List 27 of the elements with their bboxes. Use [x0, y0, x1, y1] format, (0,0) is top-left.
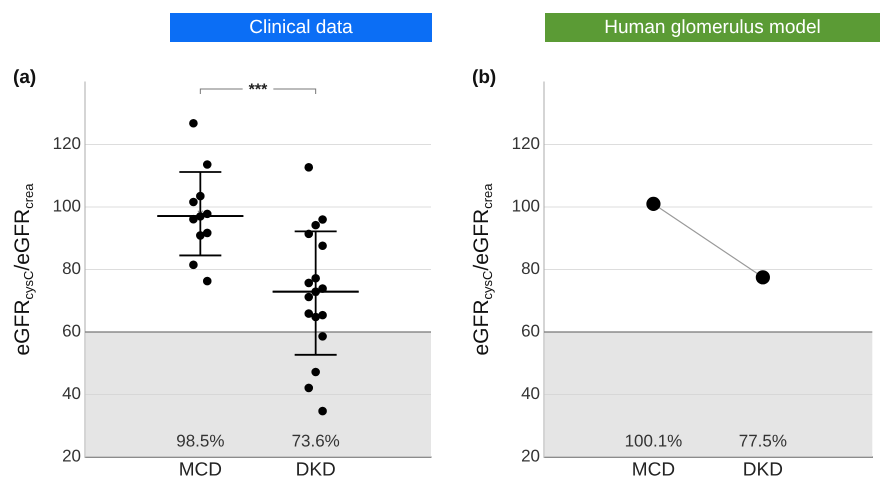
y-tick-label: 20 [62, 446, 81, 466]
y-tick-label: 80 [521, 259, 540, 278]
y-tick-label: 80 [62, 259, 81, 278]
annotation: *** [248, 81, 268, 98]
chart-title: Clinical data [170, 13, 432, 42]
y-tick-label: 120 [52, 134, 81, 154]
y-tick-label: 60 [62, 322, 81, 341]
x-tick-label: DKD [296, 460, 336, 481]
annotation: 73.6% [292, 432, 340, 451]
y-tick-label: 60 [521, 322, 540, 341]
y-tick-label: 120 [512, 134, 540, 154]
y-tick-label: 40 [521, 384, 540, 404]
y-tick-label: 40 [62, 384, 81, 404]
text: (a) [13, 67, 36, 88]
x-tick-label: DKD [742, 460, 783, 481]
y-tick-label: 100 [512, 196, 540, 216]
x-tick-label: MCD [632, 460, 676, 481]
y-axis-title: eGFRcysC/eGFRcrea [470, 182, 495, 356]
annotation: 98.5% [176, 432, 224, 451]
y-axis-title: eGFRcysC/eGFRcrea [11, 182, 36, 356]
y-tick-label: 20 [521, 446, 540, 466]
x-tick-label: MCD [178, 460, 222, 481]
annotation: 77.5% [738, 432, 787, 451]
chart-title: Human glomerulus model [545, 13, 880, 42]
y-tick-label: 100 [52, 196, 81, 216]
text: (b) [472, 67, 496, 88]
annotation: 100.1% [624, 432, 682, 451]
